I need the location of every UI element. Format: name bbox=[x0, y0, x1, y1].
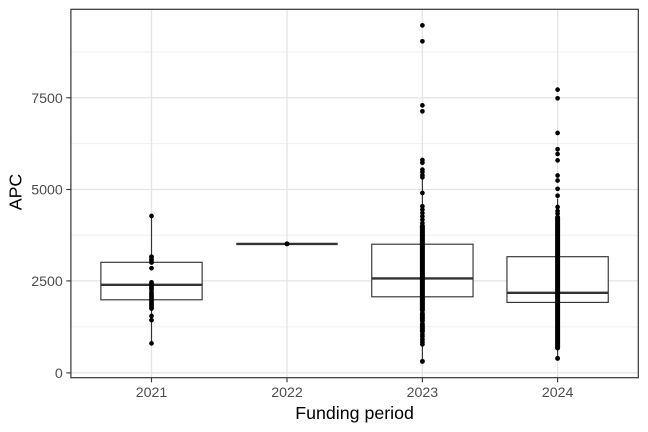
svg-text:7500: 7500 bbox=[31, 91, 63, 107]
svg-text:2023: 2023 bbox=[407, 385, 439, 401]
svg-text:0: 0 bbox=[55, 366, 63, 382]
svg-text:Funding period: Funding period bbox=[295, 403, 414, 423]
svg-text:2021: 2021 bbox=[136, 385, 168, 401]
svg-text:5000: 5000 bbox=[31, 183, 63, 199]
svg-text:2024: 2024 bbox=[542, 385, 574, 401]
svg-text:APC: APC bbox=[5, 174, 25, 211]
svg-text:2500: 2500 bbox=[31, 274, 63, 290]
svg-text:2022: 2022 bbox=[271, 385, 303, 401]
